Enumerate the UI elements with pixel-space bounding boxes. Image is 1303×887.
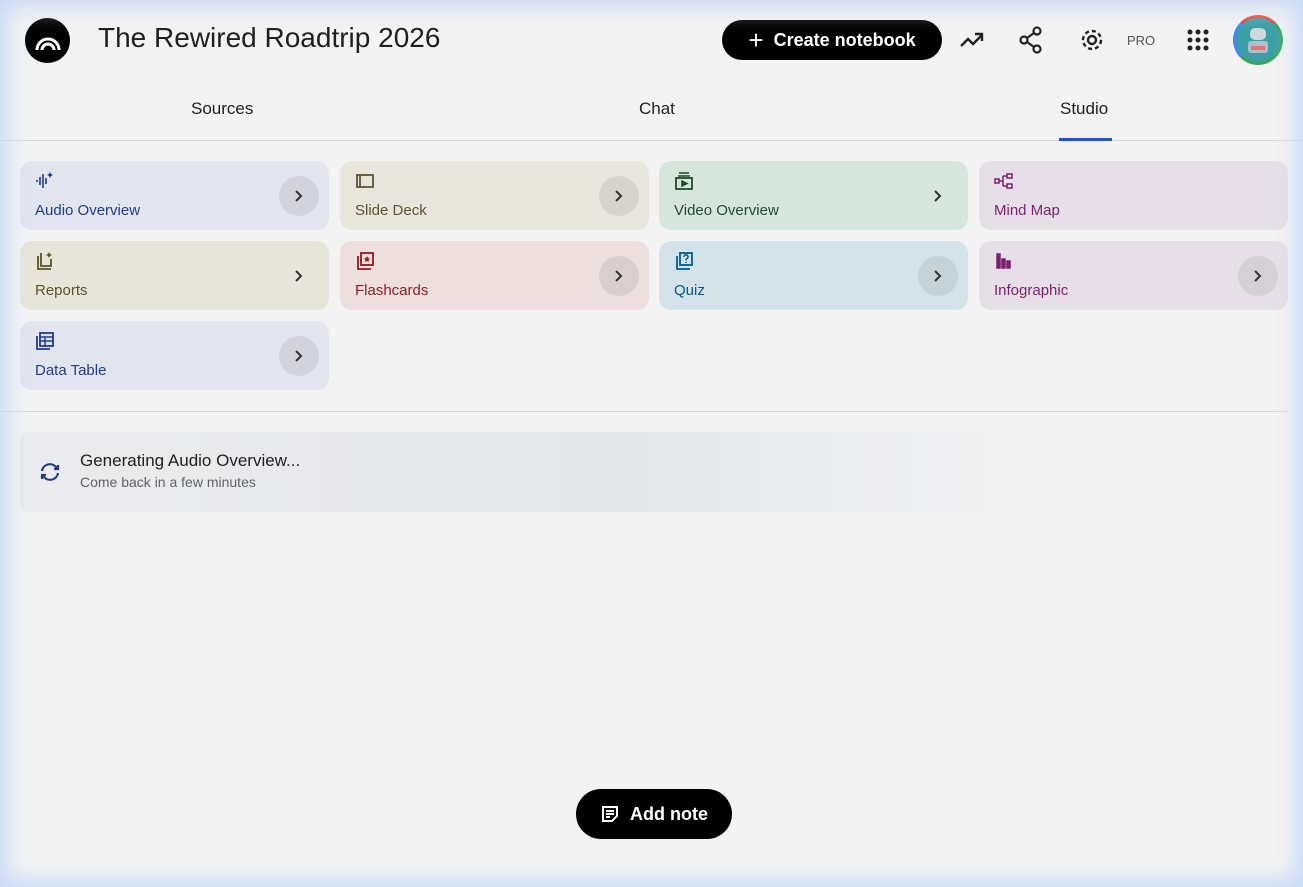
plus-icon: +	[748, 25, 764, 55]
chevron-right-icon[interactable]	[599, 256, 639, 296]
studio-card-label: Flashcards	[355, 282, 429, 299]
chevron-right-icon[interactable]	[1238, 256, 1278, 296]
reports-icon	[37, 252, 52, 270]
create-notebook-label: Create notebook	[773, 29, 916, 50]
studio-card-label: Slide Deck	[355, 202, 427, 219]
studio-card-audio-overview[interactable]: Audio Overview	[20, 161, 329, 230]
studio-card-reports[interactable]: Reports	[20, 241, 329, 310]
studio-card-flashcards[interactable]: Flashcards	[340, 241, 649, 310]
quiz-icon	[676, 252, 693, 270]
user-avatar[interactable]	[1233, 15, 1283, 65]
add-note-button[interactable]: Add note	[576, 789, 732, 839]
tab-studio[interactable]: Studio	[1060, 99, 1109, 118]
chevron-right-icon[interactable]	[918, 176, 958, 216]
studio-card-label: Quiz	[674, 282, 705, 299]
studio-card-label: Reports	[35, 282, 88, 299]
studio-card-label: Mind Map	[994, 202, 1060, 219]
chevron-right-icon[interactable]	[918, 256, 958, 296]
tab-sources[interactable]: Sources	[191, 99, 254, 118]
chevron-right-icon[interactable]	[279, 336, 319, 376]
studio-card-video-overview[interactable]: Video Overview	[659, 161, 968, 230]
notebook-title[interactable]: The Rewired Roadtrip 2026	[98, 22, 441, 53]
chevron-right-icon[interactable]	[279, 176, 319, 216]
chevron-right-icon[interactable]	[279, 256, 319, 296]
share-icon[interactable]	[1016, 25, 1046, 55]
analytics-icon[interactable]	[957, 25, 987, 55]
apps-grid-icon[interactable]	[1183, 25, 1213, 55]
tab-divider	[0, 140, 1303, 141]
studio-card-label: Video Overview	[674, 202, 779, 219]
studio-card-label: Infographic	[994, 282, 1069, 299]
chevron-right-icon[interactable]	[599, 176, 639, 216]
audio-waveform-icon	[36, 172, 53, 188]
mind-map-icon	[994, 173, 1013, 189]
pro-badge: PRO	[1127, 33, 1156, 48]
notebooklm-logo[interactable]	[25, 18, 70, 63]
generating-subtitle: Come back in a few minutes	[80, 474, 256, 490]
studio-card-label: Data Table	[35, 362, 107, 379]
tab-chat[interactable]: Chat	[639, 99, 675, 118]
table-icon	[36, 332, 54, 350]
studio-card-data-table[interactable]: Data Table	[20, 321, 329, 390]
infographic-icon	[996, 253, 1011, 269]
studio-card-mind-map[interactable]: Mind Map	[979, 161, 1288, 230]
generating-title: Generating Audio Overview...	[80, 451, 301, 470]
studio-card-label: Audio Overview	[35, 202, 141, 219]
active-tab-indicator	[1059, 138, 1112, 141]
studio-card-infographic[interactable]: Infographic	[979, 241, 1288, 310]
video-icon	[675, 172, 693, 190]
flashcards-icon	[357, 252, 374, 270]
generating-audio-status: Generating Audio Overview... Come back i…	[20, 432, 1120, 512]
studio-card-quiz[interactable]: Quiz	[659, 241, 968, 310]
settings-gear-icon[interactable]	[1077, 25, 1107, 55]
create-notebook-button[interactable]: + Create notebook	[722, 20, 942, 60]
sync-icon	[40, 463, 60, 481]
add-note-label: Add note	[630, 803, 708, 824]
slides-icon	[356, 174, 374, 188]
section-divider	[0, 411, 1288, 412]
note-icon	[602, 806, 618, 822]
studio-card-slide-deck[interactable]: Slide Deck	[340, 161, 649, 230]
